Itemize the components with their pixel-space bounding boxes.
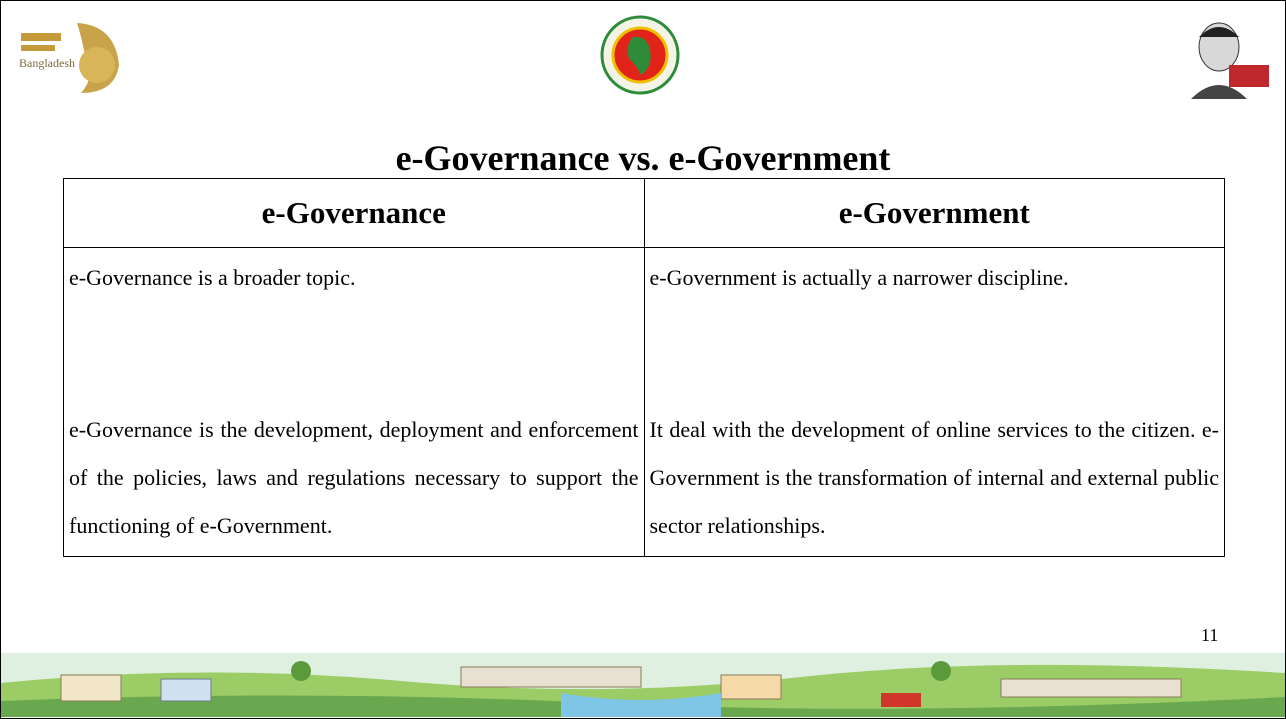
logo-text: Bangladesh [19, 56, 75, 70]
government-seal [600, 15, 680, 95]
anniversary-logo: Bangladesh [19, 23, 119, 93]
table-row: e-Governance is the development, deploym… [63, 406, 1225, 557]
header-row: e-Governance e-Government [63, 178, 1225, 248]
page-number: 11 [1201, 625, 1219, 645]
column-header: e-Government [643, 178, 1225, 248]
table-cell: It deal with the development of online s… [643, 406, 1225, 557]
footer-banner [1, 653, 1285, 717]
slide-title: e-Governance vs. e-Government [395, 138, 891, 178]
comparison-table: e-Governance e-Government e-Governance i… [63, 178, 1225, 557]
mujib-logo [1191, 22, 1269, 99]
table-row: e-Governance is a broader topic. e-Gover… [63, 247, 1225, 406]
table-cell: e-Government is actually a narrower disc… [643, 247, 1225, 406]
table-cell: e-Governance is a broader topic. [63, 247, 645, 406]
column-header: e-Governance [63, 178, 645, 248]
table-cell: e-Governance is the development, deploym… [63, 406, 645, 557]
